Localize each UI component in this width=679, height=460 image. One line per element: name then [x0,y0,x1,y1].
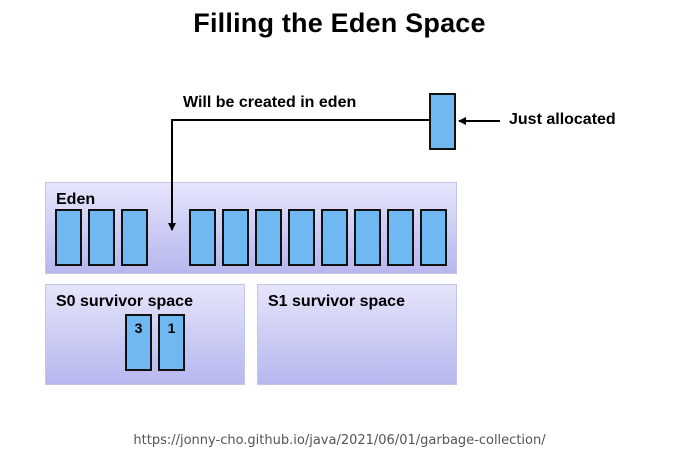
allocation-arrow [168,119,429,231]
eden-object [255,209,282,266]
source-url: https://jonny-cho.github.io/java/2021/06… [133,433,546,448]
eden-object [321,209,348,266]
object-age-label: 3 [134,320,143,336]
s1-label: S1 survivor space [268,293,405,310]
eden-object [88,209,115,266]
eden-arrow-label: Will be created in eden [183,94,357,111]
eden-label: Eden [56,191,96,208]
s1-survivor-space: S1 survivor space [257,284,457,385]
eden-object [420,209,447,266]
new-object-label: Just allocated [509,111,616,128]
s0-object: 1 [158,314,185,371]
eden-object [222,209,249,266]
eden-object [288,209,315,266]
eden-object [55,209,82,266]
eden-object [189,209,216,266]
eden-object [387,209,414,266]
new-object [429,93,456,150]
object-age-label: 1 [167,320,176,336]
eden-object [354,209,381,266]
s0-label: S0 survivor space [56,293,193,310]
s0-object: 3 [125,314,152,371]
eden-object [121,209,148,266]
diagram-title: Filling the Eden Space [193,8,486,38]
